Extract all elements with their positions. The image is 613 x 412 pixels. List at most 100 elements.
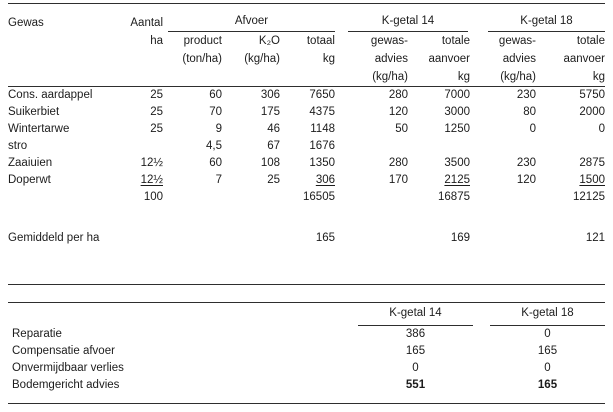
cell-aantal-ha: 12½ <box>140 157 163 169</box>
cell-aanvoer14: 7000 <box>444 89 470 101</box>
value-kgetal18: 0 <box>544 362 551 374</box>
cell-aanvoer18 <box>536 138 605 155</box>
cell-k2o <box>222 189 280 206</box>
cell-totaal: 7650 <box>309 89 335 101</box>
col-header-totaal-unit: kg <box>322 53 335 65</box>
cell-advies18 <box>470 138 536 155</box>
cell-product: 9 <box>215 123 222 135</box>
col-header-totaal: totaal <box>306 35 335 47</box>
value-kgetal18: 0 <box>544 328 551 340</box>
value-kgetal14: 0 <box>412 362 419 374</box>
cell-product: 7 <box>215 174 222 186</box>
header-row-sub1: ha product K₂O totaal gewas- totale gewa… <box>8 32 605 50</box>
cell-average-totaal: 165 <box>315 232 335 244</box>
col-header-advies14-2: advies <box>374 53 408 65</box>
advies-row-bodemgericht-advies: Bodemgericht advies 551 165 <box>8 377 605 394</box>
advies-row-onvermijdbaar-verlies: Onvermijdbaar verlies 0 0 <box>8 360 605 377</box>
header-row-sub2: (ton/ha) (kg/ha) kg advies aanvoer advie… <box>8 50 605 68</box>
advies-col-header-kgetal18: K-getal 18 <box>490 303 605 326</box>
crop-row-suikerbiet: Suikerbiet 25 70 175 4375 120 3000 80 20… <box>8 104 605 121</box>
cell-aanvoer14 <box>408 138 470 155</box>
row-label: Compensatie afvoer <box>12 345 115 357</box>
col-group-kgetal18: K-getal 18 <box>470 4 605 32</box>
row-label: Reparatie <box>12 328 62 340</box>
col-header-aanvoer18-2: aanvoer <box>563 53 605 65</box>
crop-row-stro: stro 4,5 67 1676 <box>8 138 605 155</box>
col-header-k2o: K₂O <box>258 35 280 47</box>
cell-product: 70 <box>209 106 222 118</box>
cell-totaal: 1350 <box>309 157 335 169</box>
cell-gewas: Zaaiuien <box>8 157 53 169</box>
cell-aantal-ha: 25 <box>150 106 163 118</box>
col-group-kgetal18-label: K-getal 18 <box>488 11 605 32</box>
col-header-aantal: Aantal <box>130 17 163 29</box>
col-header-product: product <box>183 35 222 47</box>
cell-totaal: 306 <box>315 174 335 186</box>
cell-k2o: 108 <box>260 157 280 169</box>
cell-aanvoer14: 1250 <box>444 123 470 135</box>
cell-product: 60 <box>209 157 222 169</box>
cell-aanvoer18: 2875 <box>579 157 605 169</box>
col-header-aanvoer14-2: aanvoer <box>428 53 470 65</box>
cell-aanvoer18: 1500 <box>579 174 605 186</box>
value-kgetal14: 386 <box>405 328 426 340</box>
col-header-k2o-unit: (kg/ha) <box>244 53 280 65</box>
crop-row-zaaiuien: Zaaiuien 12½ 60 108 1350 280 3500 230 28… <box>8 155 605 172</box>
cell-advies14: 120 <box>388 106 408 118</box>
afvoer-table: Gewas Aantal Afvoer K-getal 14 K-getal 1… <box>8 3 605 285</box>
value-kgetal18: 165 <box>537 345 558 357</box>
value-kgetal18: 165 <box>537 379 558 391</box>
cell-gewas: stro <box>8 140 28 152</box>
advies-table-header: K-getal 14 K-getal 18 <box>8 303 605 326</box>
cell-aanvoer18: 0 <box>598 123 605 135</box>
col-header-gewas: Gewas <box>8 17 44 29</box>
average-row: Gemiddeld per ha 165 169 121 <box>8 230 605 247</box>
col-header-aanvoer18-unit: kg <box>536 68 605 87</box>
cell-advies14: 280 <box>388 157 408 169</box>
cell-advies14: 280 <box>388 89 408 101</box>
cell-advies14: 170 <box>388 174 408 186</box>
cell-totaal: 1676 <box>309 140 335 152</box>
col-group-kgetal14-label: K-getal 14 <box>348 11 468 32</box>
cell-k2o: 25 <box>267 174 280 186</box>
col-header-advies14-1: gewas- <box>370 35 408 47</box>
cell-aanvoer14: 3500 <box>444 157 470 169</box>
column-gap <box>473 303 490 326</box>
header-row-groups: Gewas Aantal Afvoer K-getal 14 K-getal 1… <box>8 4 605 32</box>
col-group-afvoer: Afvoer <box>163 4 335 32</box>
cell-totaal: 4375 <box>309 106 335 118</box>
cell-totaal: 1148 <box>310 123 335 135</box>
cell-aantal-ha <box>123 138 163 155</box>
cell-aanvoer14-sum: 16875 <box>438 191 470 203</box>
cell-advies18: 0 <box>529 123 536 135</box>
cell-average-aanvoer14: 169 <box>450 232 470 244</box>
cell-gewas: Cons. aardappel <box>8 89 93 101</box>
sum-row: 100 16505 16875 12125 <box>8 189 605 206</box>
crop-row-doperwt: Doperwt 12½ 7 25 306 170 2125 120 1500 <box>8 172 605 189</box>
cell-gewas: Suikerbiet <box>8 106 60 118</box>
col-header-aanvoer14-1: totale <box>441 35 470 47</box>
cell-product: 4,5 <box>206 140 222 152</box>
col-header-aanvoer14-unit: kg <box>408 68 470 87</box>
col-header-advies14-unit: (kg/ha) <box>335 68 408 87</box>
cell-aanvoer18: 5750 <box>579 89 605 101</box>
cell-aanvoer18-sum: 12125 <box>573 191 605 203</box>
crop-row-wintertarwe: Wintertarwe 25 9 46 1148 50 1250 0 0 <box>8 121 605 138</box>
cell-advies14 <box>335 189 408 206</box>
advies-col-header-kgetal14: K-getal 14 <box>358 303 473 326</box>
cell-product <box>163 189 222 206</box>
cell-aanvoer18: 2000 <box>579 106 605 118</box>
col-group-afvoer-label: Afvoer <box>168 11 335 32</box>
spacer-row <box>8 206 605 230</box>
cell-totaal-sum: 16505 <box>303 191 335 203</box>
cell-product: 60 <box>209 89 222 101</box>
cell-aantal-ha-total: 100 <box>143 191 163 203</box>
cell-average-aanvoer18: 121 <box>585 232 605 244</box>
advies-table: K-getal 14 K-getal 18 Reparatie 386 0 Co… <box>8 302 605 404</box>
col-header-aanvoer18-1: totale <box>576 35 605 47</box>
cell-advies14 <box>335 138 408 155</box>
col-header-advies18-unit: (kg/ha) <box>470 68 536 87</box>
value-kgetal14: 551 <box>405 379 426 391</box>
cell-k2o: 46 <box>267 123 280 135</box>
